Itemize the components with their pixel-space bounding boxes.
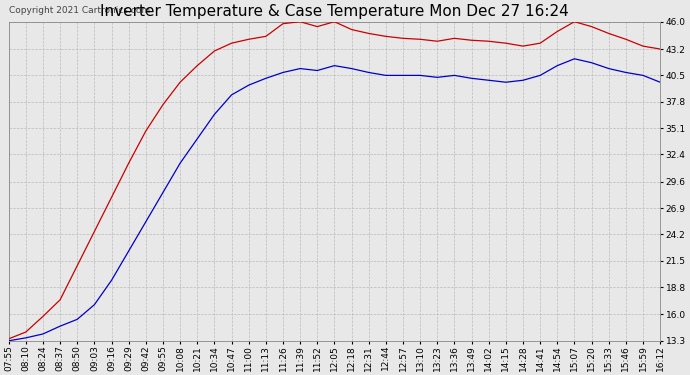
Title: Inverter Temperature & Case Temperature Mon Dec 27 16:24: Inverter Temperature & Case Temperature …: [100, 4, 569, 19]
Text: Copyright 2021 Cartronics.com: Copyright 2021 Cartronics.com: [9, 6, 150, 15]
